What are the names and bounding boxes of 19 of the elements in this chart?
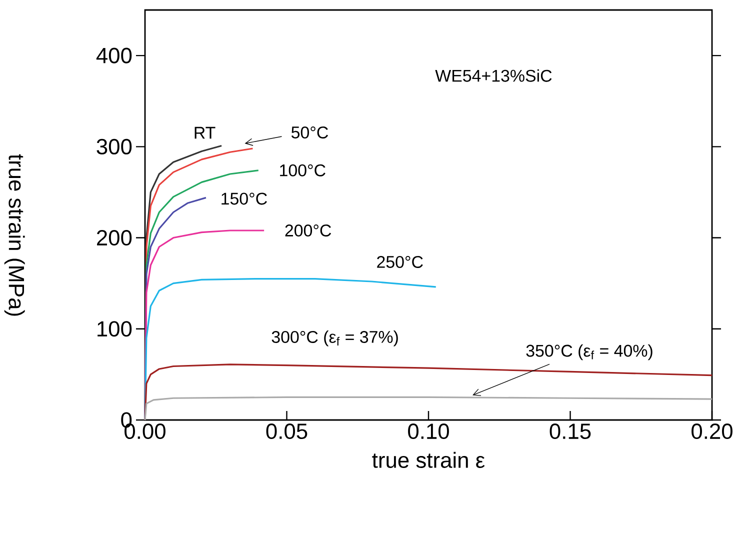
text: 50°C — [291, 126, 328, 138]
series-label: RT — [194, 126, 216, 139]
series-label: 300°C (ε$_{f}$ = 37%) — [272, 330, 398, 346]
x-tick-label: 0.20 — [692, 424, 732, 440]
x-tick-label: 0.15 — [550, 424, 591, 440]
y-axis-title: true strain (MPa) — [4, 154, 25, 316]
series-label: 150°C — [222, 192, 267, 205]
series-label: 250°C — [377, 256, 423, 268]
series-label: 100°C — [280, 164, 326, 176]
x-tick-label: 0.10 — [408, 424, 449, 440]
y-tick-label: 100 — [98, 321, 132, 337]
annotation: WE54+13%SiC — [435, 69, 552, 82]
x-axis-title: true strain ε — [372, 452, 485, 468]
series-label: 200°C — [285, 224, 332, 236]
x-tick-label: 0.05 — [266, 424, 308, 440]
y-tick-label: 300 — [96, 138, 132, 154]
y-tick-label: 400 — [96, 48, 132, 64]
text: 350°C (ε$_{f}$ = 40%) — [526, 344, 652, 360]
y-tick-label: 200 — [97, 230, 132, 246]
